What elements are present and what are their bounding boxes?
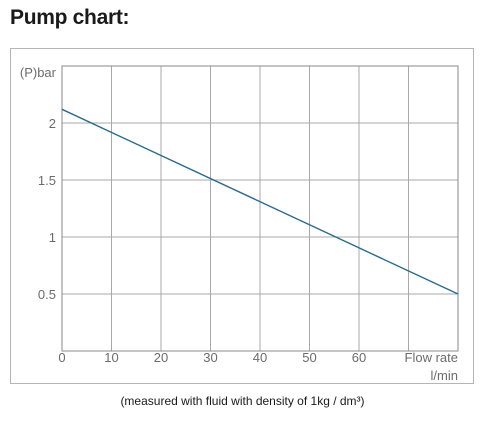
x-tick-label: 60 [352,350,366,365]
plot-area-border [61,65,459,352]
chart-caption: (measured with fluid with density of 1kg… [120,394,365,408]
x-tick-label: 40 [253,350,267,365]
y-tick-labels: 0.5 1 1.5 2 [38,116,56,302]
chart-frame [10,48,474,384]
chart-title: Pump chart: [10,6,130,29]
plot-border [61,65,459,352]
x-axis-unit: l/min [431,368,458,383]
x-tick-label: 20 [154,350,168,365]
x-tick-label: 0 [58,350,65,365]
grid-lines [62,66,458,351]
series-layer [61,108,459,295]
y-tick-label: 2 [49,116,56,131]
y-axis-label: (P)bar [20,65,57,80]
series-line [61,108,459,295]
y-tick-label: 1.5 [38,173,56,188]
x-tick-label: 30 [203,350,217,365]
x-tick-label: 10 [104,350,118,365]
x-tick-label: 50 [302,350,316,365]
x-tick-labels: 0 10 20 30 40 50 60 [58,350,366,365]
y-tick-label: 1 [49,230,56,245]
x-axis-label: Flow rate [405,350,458,365]
y-tick-label: 0.5 [38,287,56,302]
